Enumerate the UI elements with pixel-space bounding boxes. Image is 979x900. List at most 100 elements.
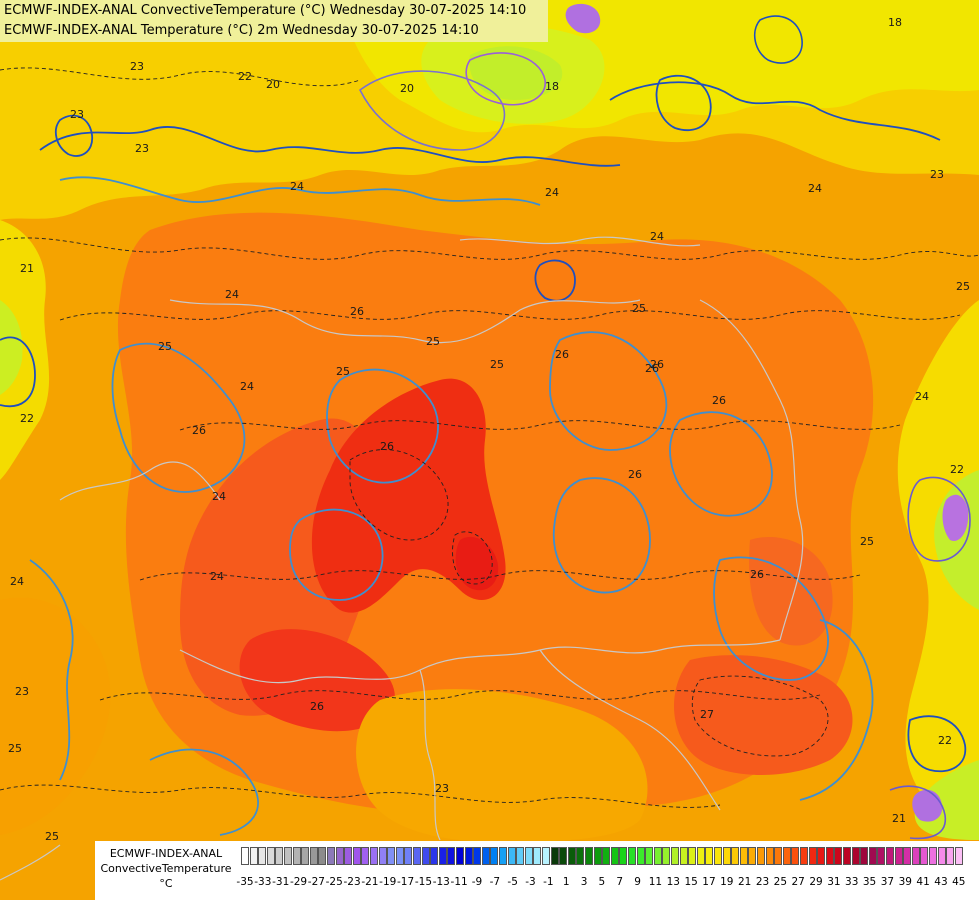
border-line bbox=[179, 639, 781, 684]
legend-swatch bbox=[370, 847, 378, 865]
contour-label: 23 bbox=[930, 168, 944, 181]
border-line bbox=[699, 299, 804, 641]
cool-region-east bbox=[897, 300, 979, 840]
contour-label: 26 bbox=[650, 358, 664, 371]
legend-swatch bbox=[473, 847, 482, 865]
legend-title-line: ECMWF-INDEX-ANAL bbox=[109, 847, 223, 860]
contour-line bbox=[753, 15, 803, 64]
legend-tick-label: -33 bbox=[254, 876, 272, 888]
very-warm-region-southeast bbox=[673, 655, 853, 775]
contour-label: 25 bbox=[426, 335, 440, 348]
legend-tick-label: 1 bbox=[562, 876, 570, 888]
legend-swatch bbox=[327, 847, 335, 865]
contour-label: 20 bbox=[400, 82, 414, 95]
contour-label: 24 bbox=[225, 288, 239, 301]
purple-patch-north bbox=[565, 3, 601, 34]
legend-swatch bbox=[490, 847, 499, 865]
legend-swatch bbox=[929, 847, 937, 865]
legend-swatch bbox=[361, 847, 370, 865]
contour-label: 25 bbox=[45, 830, 59, 843]
legend-swatch bbox=[696, 847, 705, 865]
legend-tick-label: 19 bbox=[720, 876, 734, 888]
contour-line bbox=[655, 74, 712, 132]
legend-swatch bbox=[499, 847, 507, 865]
legend-swatch bbox=[937, 847, 946, 865]
legend-swatch bbox=[946, 847, 955, 865]
legend-tick-label: -21 bbox=[361, 876, 379, 888]
legend-tick-label: 27 bbox=[791, 876, 805, 888]
isotherm-lines bbox=[0, 67, 979, 808]
legend-swatch bbox=[464, 847, 473, 865]
legend-tick-label: 45 bbox=[952, 876, 966, 888]
legend-swatch bbox=[413, 847, 421, 865]
contour-label: 24 bbox=[650, 230, 664, 243]
contour-label: 22 bbox=[238, 70, 252, 83]
legend-swatch bbox=[241, 847, 249, 865]
legend-swatch bbox=[843, 847, 851, 865]
legend-swatch bbox=[808, 847, 817, 865]
legend-title-line: ConvectiveTemperature bbox=[100, 862, 232, 875]
contour-label: 25 bbox=[956, 280, 970, 293]
contour-line bbox=[0, 336, 36, 408]
border-line bbox=[0, 844, 61, 881]
hot-core-south bbox=[239, 629, 395, 732]
map-header: ECMWF-INDEX-ANAL ConvectiveTemperature (… bbox=[0, 0, 548, 42]
isotherm-line bbox=[452, 531, 493, 585]
legend-swatch bbox=[671, 847, 679, 865]
legend-swatch bbox=[438, 847, 447, 865]
contour-label: 21 bbox=[20, 262, 34, 275]
legend-swatch bbox=[275, 847, 284, 865]
legend-tick-label: 31 bbox=[827, 876, 841, 888]
legend-tick-label: 9 bbox=[634, 876, 641, 888]
legend-tick-label: 7 bbox=[616, 876, 624, 888]
legend-swatch bbox=[782, 847, 791, 865]
contour-label: 27 bbox=[700, 708, 714, 721]
border-line bbox=[59, 461, 221, 501]
contour-label: 23 bbox=[130, 60, 144, 73]
border-line bbox=[169, 299, 641, 344]
legend-swatch bbox=[868, 847, 877, 865]
legend-swatch bbox=[817, 847, 826, 865]
legend-swatch bbox=[266, 847, 275, 865]
legend-tick-label: -29 bbox=[289, 876, 308, 888]
legend-tick-label: 41 bbox=[916, 876, 930, 888]
purple-patch-southeast bbox=[912, 789, 943, 822]
contour-label: 21 bbox=[892, 812, 906, 825]
legend-title-unit: °C bbox=[159, 877, 173, 890]
isotherm-line bbox=[0, 237, 979, 260]
contour-label: 24 bbox=[915, 390, 929, 403]
legend-tick-label: -27 bbox=[307, 876, 325, 888]
legend-tick-label: -19 bbox=[379, 876, 397, 888]
contour-line bbox=[59, 176, 541, 206]
border-line bbox=[419, 669, 441, 841]
contour-line bbox=[549, 331, 668, 451]
legend-tick-label: 21 bbox=[737, 876, 752, 888]
border-line bbox=[539, 649, 721, 811]
contour-line bbox=[907, 476, 971, 562]
green-patch-north-2 bbox=[469, 46, 563, 100]
contour-label: 25 bbox=[336, 365, 350, 378]
contour-line bbox=[552, 477, 651, 594]
legend-swatch bbox=[292, 847, 301, 865]
legend-swatch bbox=[714, 847, 722, 865]
contour-label: 26 bbox=[555, 348, 569, 361]
contour-label: 24 bbox=[808, 182, 822, 195]
legend-swatch bbox=[533, 847, 542, 865]
legend-tick-label: 29 bbox=[809, 876, 823, 888]
contour-label: 26 bbox=[712, 394, 726, 407]
contour-label: 26 bbox=[628, 468, 642, 481]
contour-label: 24 bbox=[545, 186, 559, 199]
legend-swatch bbox=[920, 847, 929, 865]
legend-tick-label: 25 bbox=[773, 876, 788, 888]
legend-tick-label: 13 bbox=[666, 876, 680, 888]
cool-region-west bbox=[0, 220, 50, 480]
legend-swatch bbox=[877, 847, 886, 865]
amber-region-southwest bbox=[0, 597, 111, 835]
contour-label: 26 bbox=[192, 424, 206, 437]
legend-tick-label: -35 bbox=[236, 876, 254, 888]
legend-swatch bbox=[731, 847, 740, 865]
isotherm-line bbox=[0, 784, 721, 808]
legend-tick-label: -3 bbox=[525, 876, 536, 888]
contour-line bbox=[111, 342, 246, 493]
legend-swatch bbox=[318, 847, 327, 865]
